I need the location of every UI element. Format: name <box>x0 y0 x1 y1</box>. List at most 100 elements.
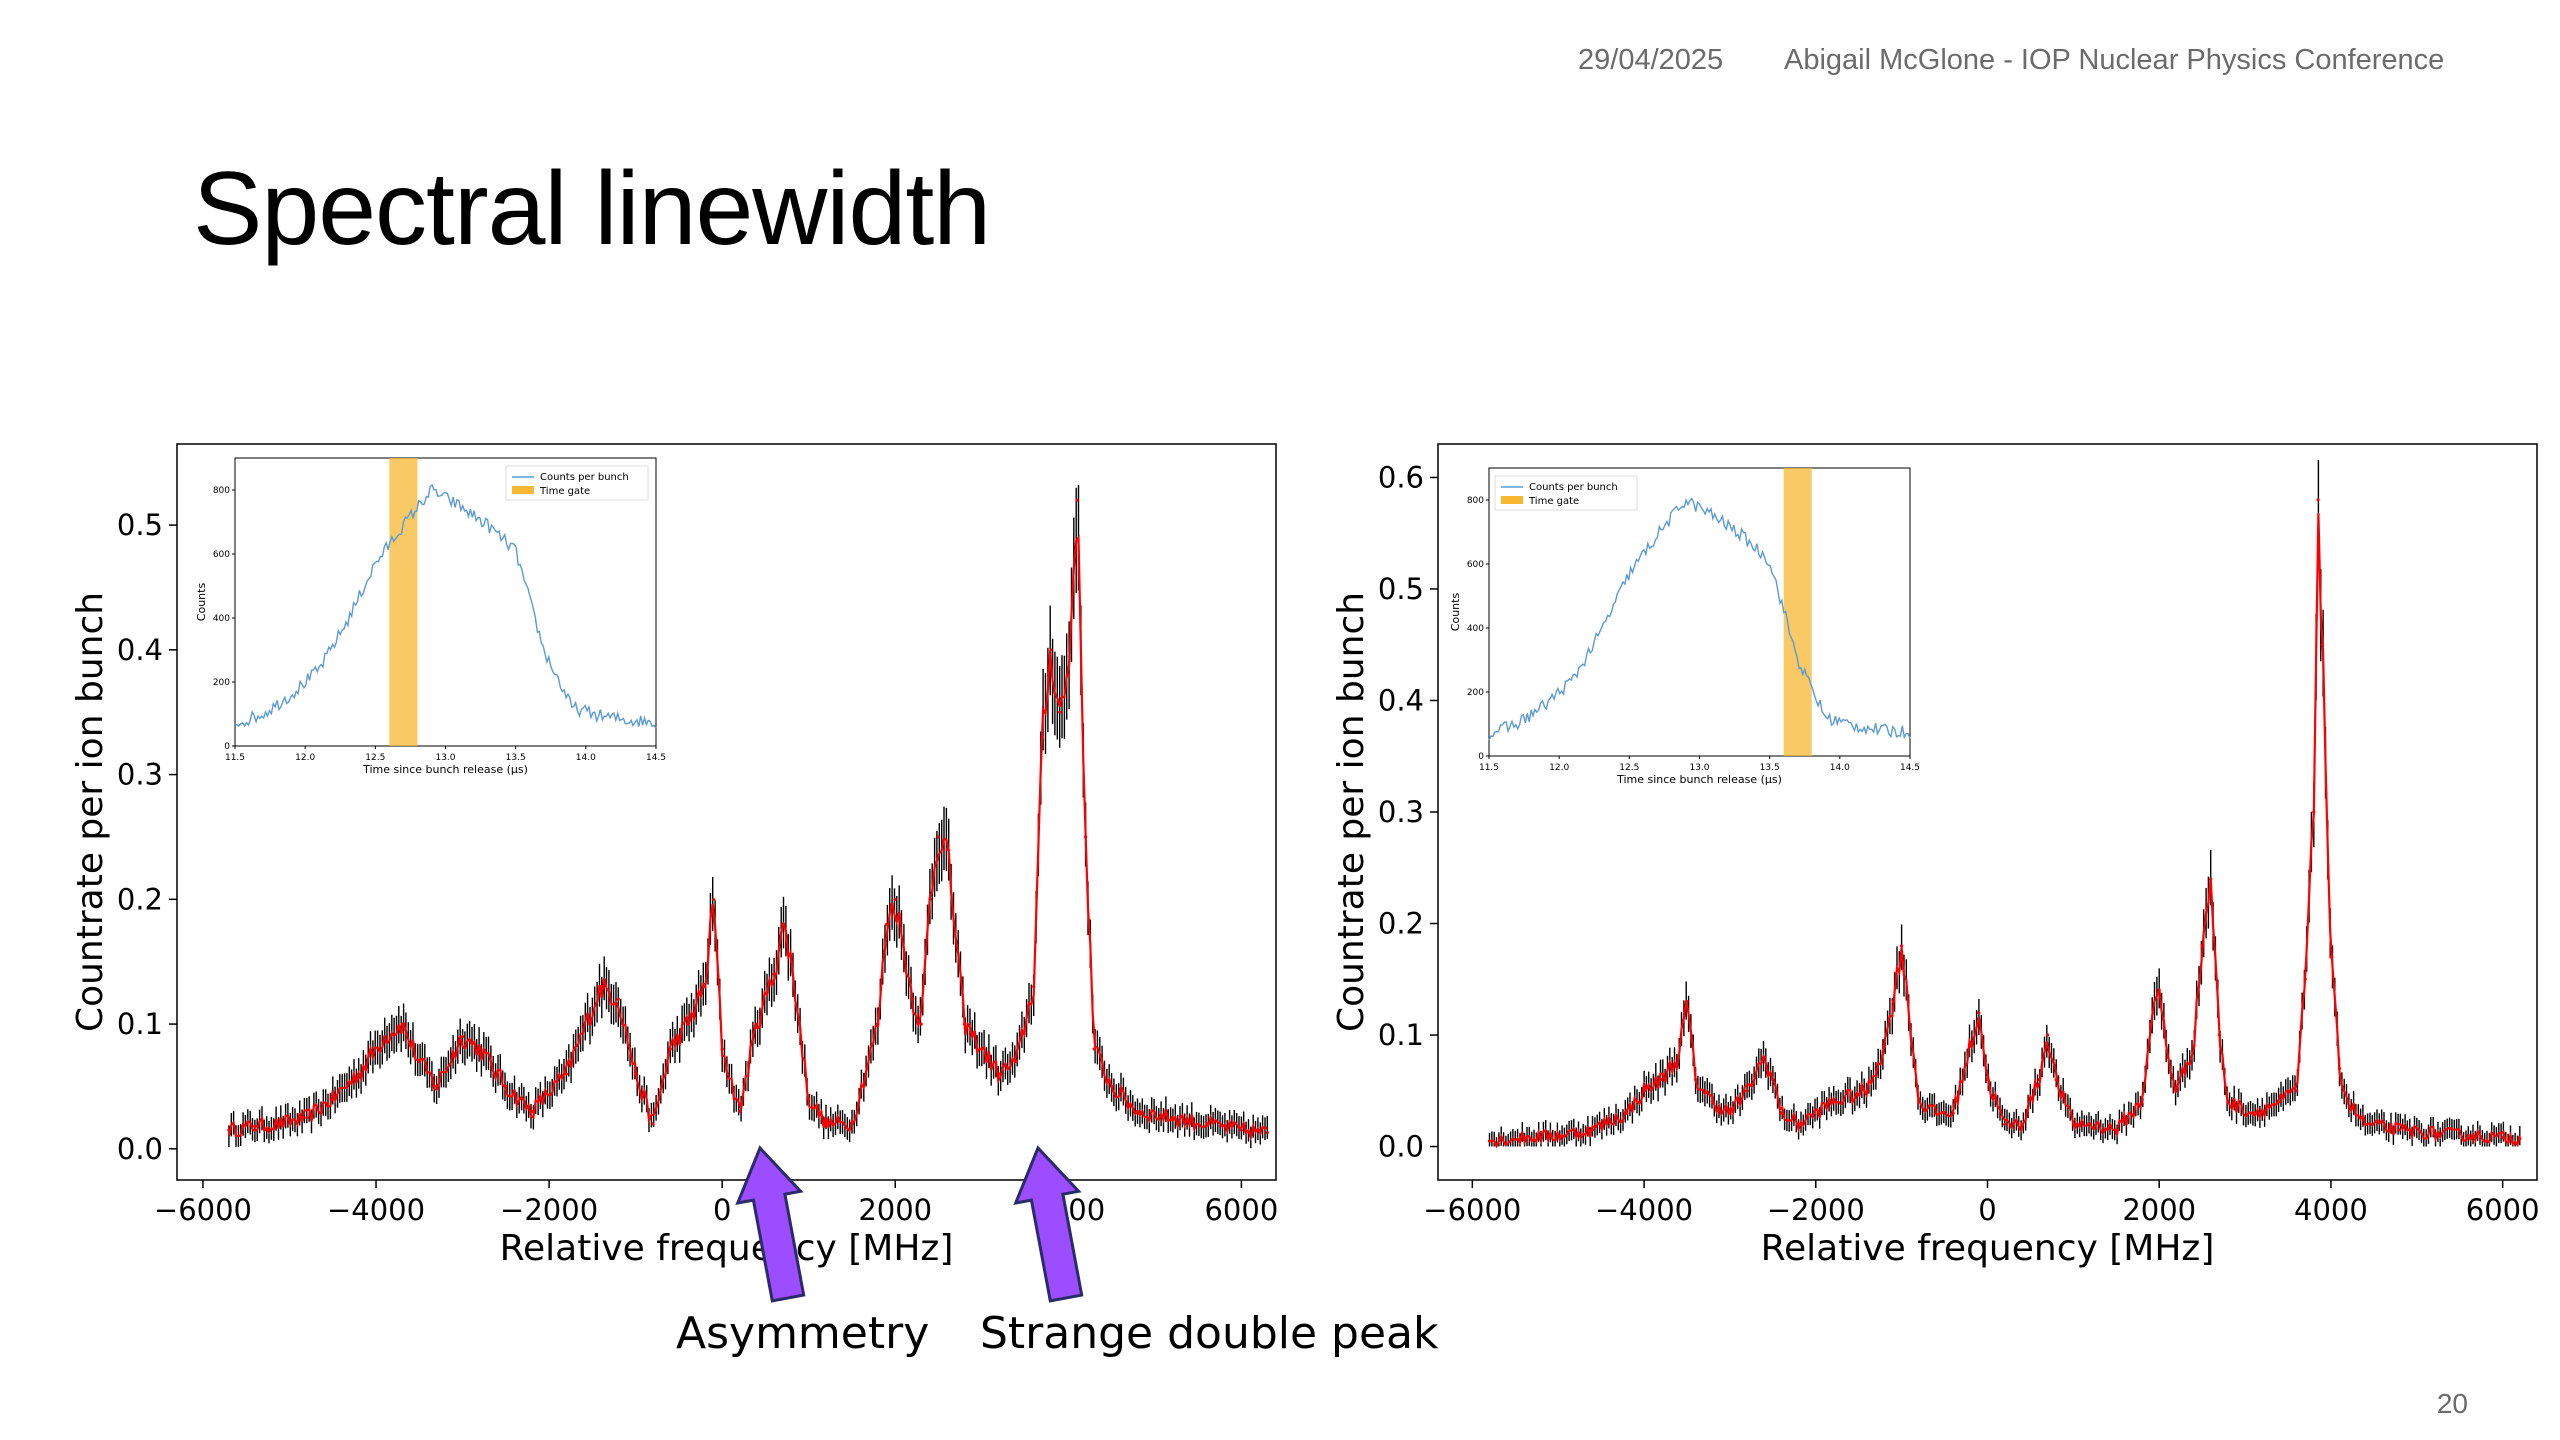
data-point <box>599 985 603 989</box>
data-point <box>919 1022 923 1026</box>
data-point <box>634 1072 638 1076</box>
data-point <box>1831 1100 1835 1104</box>
x-axis-label: Relative frequency [MHz] <box>1761 1228 2215 1269</box>
y-tick-label: 0.3 <box>117 758 163 792</box>
data-point <box>980 1047 984 1051</box>
inset-y-tick-label: 200 <box>1467 688 1484 698</box>
data-point <box>1040 735 1044 739</box>
data-point <box>1685 1000 1689 1004</box>
data-point <box>945 847 949 852</box>
data-point <box>2037 1078 2041 1082</box>
data-point <box>1865 1089 1869 1093</box>
inset-y-tick-label: 0 <box>224 742 230 752</box>
inset-y-tick-label: 0 <box>1478 752 1484 762</box>
arrow-asymmetry <box>735 1145 806 1303</box>
legend-gate-swatch <box>512 486 534 494</box>
data-point <box>1711 1100 1715 1104</box>
data-point <box>1968 1044 1972 1048</box>
data-point <box>1797 1122 1801 1126</box>
inset-x-tick-label: 12.5 <box>1619 763 1639 773</box>
inset-x-axis-label: Time since bunch release (μs) <box>362 763 528 776</box>
data-point <box>2518 1137 2522 1141</box>
arrow-double-peak <box>1013 1145 1084 1303</box>
data-point <box>668 1047 672 1051</box>
data-point <box>1058 710 1062 714</box>
inset-x-tick-label: 11.5 <box>1479 763 1499 773</box>
inset-legend-box <box>1494 475 1638 511</box>
data-point <box>400 1022 404 1026</box>
data-point <box>703 985 707 989</box>
data-point <box>1659 1078 1663 1082</box>
data-point <box>1522 1136 1526 1140</box>
data-point <box>885 922 889 926</box>
data-point <box>2157 988 2161 993</box>
data-point <box>2312 810 2316 814</box>
x-tick-label: −6000 <box>1423 1193 1521 1227</box>
data-point <box>2501 1136 2505 1140</box>
data-point <box>1951 1111 1955 1115</box>
data-point <box>2346 1100 2350 1104</box>
legend-label-gate: Time gate <box>1528 496 1579 507</box>
data-point <box>2303 977 2307 981</box>
x-tick-label: 6000 <box>2466 1193 2540 1227</box>
data-point <box>478 1047 482 1051</box>
y-tick-label: 0.1 <box>117 1007 163 1041</box>
legend-label-counts: Counts per bunch <box>540 472 629 483</box>
x-tick-label: −4000 <box>1595 1193 1693 1227</box>
y-tick-label: 0.5 <box>117 508 163 542</box>
spectrum-chart-1: −6000 −4000 −2000 0 2000 4000 60000.00.10.20.3… <box>70 443 1278 1269</box>
header-date: 29/04/2025 <box>1578 44 1724 76</box>
inset-y-tick-label: 600 <box>1467 560 1484 570</box>
data-point <box>1891 1000 1895 1004</box>
data-point <box>253 1124 257 1128</box>
data-point <box>2252 1111 2256 1115</box>
x-tick-label: 6000 <box>1204 1193 1278 1227</box>
header-author-event: Abigail McGlone - IOP Nuclear Physics Co… <box>1784 44 2445 76</box>
inset-x-tick-label: 12.0 <box>1549 763 1569 773</box>
data-point <box>686 1022 690 1026</box>
x-tick-label: −2000 <box>1767 1193 1865 1227</box>
slide-title: Spectral linewidth <box>193 151 991 267</box>
inset-y-tick-label: 200 <box>213 678 230 688</box>
data-point <box>1642 1089 1646 1093</box>
data-point <box>279 1122 283 1126</box>
y-tick-label: 0.4 <box>1378 683 1424 717</box>
data-point <box>1590 1128 1595 1132</box>
inset-x-tick-label: 13.5 <box>506 753 526 763</box>
data-point <box>807 1097 811 1101</box>
data-point <box>711 897 716 901</box>
inset-y-tick-label: 800 <box>1467 496 1484 506</box>
data-point <box>2088 1122 2093 1126</box>
inset-frame <box>234 457 657 747</box>
inset-plot: 11.5 12.0 12.5 13.0 13.5 14.0 14.5 0 200 400 600 80… <box>1449 467 1920 786</box>
data-point <box>1239 1128 1243 1132</box>
data-point <box>2432 1131 2436 1135</box>
data-point <box>227 1128 231 1132</box>
inset-x-tick-label: 12.0 <box>295 753 315 763</box>
data-point <box>781 922 785 926</box>
inset-legend: Counts per bunch Time gate <box>1494 475 1638 511</box>
plot-frame <box>176 443 1277 1181</box>
data-point <box>1771 1078 1775 1082</box>
data-point <box>1049 648 1053 652</box>
data-point <box>564 1072 569 1076</box>
data-point <box>1676 1055 1680 1059</box>
data-series-line <box>227 534 1268 1142</box>
data-point <box>1694 1078 1698 1082</box>
inset-y-tick-label: 800 <box>213 486 230 496</box>
data-point <box>2466 1133 2470 1137</box>
x-axis-label: Relative frequency [MHz] <box>500 1228 954 1269</box>
data-point <box>2140 1100 2144 1104</box>
data-point <box>1745 1089 1749 1093</box>
data-point <box>850 1122 854 1126</box>
data-point <box>2071 1122 2075 1126</box>
data-point <box>383 1034 387 1039</box>
data-point <box>1066 673 1070 677</box>
inset-x-tick-label: 11.5 <box>225 753 245 763</box>
data-point <box>876 1022 880 1026</box>
x-tick-label: 0 <box>713 1193 731 1227</box>
data-point <box>911 997 915 1001</box>
data-point <box>357 1072 361 1076</box>
data-point <box>1977 1011 1981 1015</box>
